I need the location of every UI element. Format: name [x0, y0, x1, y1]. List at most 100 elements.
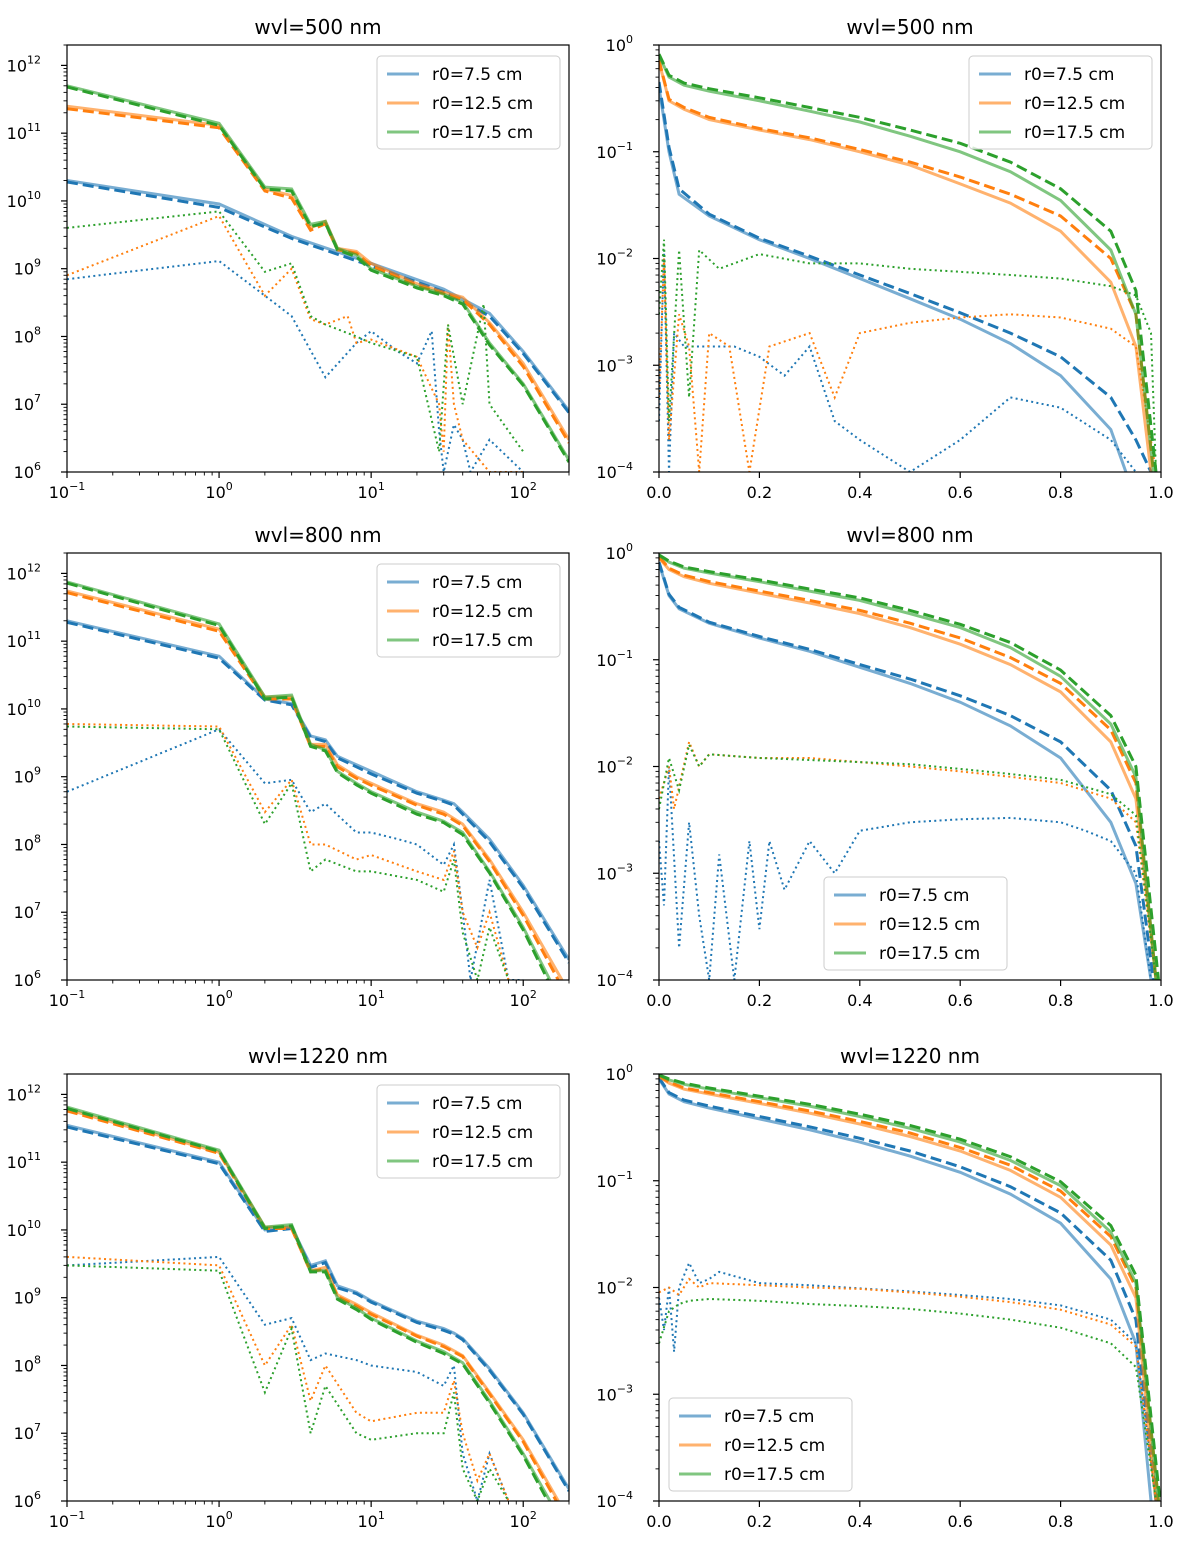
series-line-2 — [659, 81, 1153, 472]
legend-box — [823, 876, 1008, 971]
y-tick-exp: 12 — [27, 53, 41, 66]
y-tick-exp: −2 — [617, 755, 633, 768]
y-tick-label: 109 — [14, 765, 41, 787]
series-line-3 — [67, 728, 524, 980]
y-tick-label: 1010 — [7, 1218, 41, 1240]
x-tick-label: 0.2 — [747, 1512, 772, 1531]
y-tick-base: 10 — [596, 1279, 616, 1298]
y-tick-base: 10 — [14, 1356, 34, 1375]
x-tick-label: 1.0 — [1148, 1512, 1173, 1531]
y-tick-exp: 10 — [27, 1218, 41, 1231]
series-line-9 — [67, 725, 510, 980]
legend-label: r0=17.5 cm — [432, 631, 533, 651]
y-tick-base: 10 — [7, 1221, 27, 1240]
x-tick-label: 0.0 — [646, 483, 671, 502]
series-group — [67, 84, 569, 472]
y-tick-base: 10 — [596, 143, 616, 162]
y-tick-label: 106 — [14, 460, 41, 482]
y-tick-base: 10 — [14, 835, 34, 854]
series-line-3 — [659, 1260, 1157, 1501]
series-line-5 — [659, 1074, 1160, 1501]
x-tick-label: 0.4 — [847, 1512, 872, 1531]
series-line-6 — [67, 723, 510, 980]
y-tick-exp: 8 — [34, 324, 41, 337]
legend-box — [668, 1397, 853, 1492]
series-line-9 — [659, 741, 1157, 980]
y-tick-exp: 8 — [34, 1353, 41, 1366]
y-tick-exp: −3 — [617, 353, 633, 366]
x-tick-label: 0.6 — [947, 1512, 972, 1531]
x-tick-exp: −1 — [69, 988, 85, 1001]
y-tick-exp: −2 — [617, 1276, 633, 1289]
legend: r0=7.5 cm r0=12.5 cm r0=17.5 cm — [376, 1084, 561, 1179]
y-tick-exp: 10 — [27, 189, 41, 202]
legend-box — [968, 55, 1153, 150]
y-tick-label: 109 — [14, 1286, 41, 1308]
y-tick-label: 108 — [14, 1353, 41, 1375]
legend-label: r0=17.5 cm — [1024, 123, 1125, 143]
series-line-2 — [67, 180, 569, 414]
legend-label: r0=12.5 cm — [432, 602, 533, 622]
y-tick-label: 1012 — [7, 53, 41, 75]
legend-label: r0=7.5 cm — [1024, 65, 1114, 85]
chart-title: wvl=1220 nm — [840, 1044, 980, 1068]
x-tick-exp: −1 — [69, 480, 85, 493]
x-tick-base: 10 — [357, 991, 377, 1010]
y-tick-exp: 0 — [626, 1062, 633, 1075]
x-tick-label: 1.0 — [1148, 483, 1173, 502]
y-tick-exp: 9 — [34, 765, 41, 778]
series-line-5 — [659, 555, 1158, 980]
y-tick-exp: −2 — [617, 247, 633, 260]
y-tick-base: 10 — [14, 971, 34, 990]
subplot-2: wvl=500 nm0.0 0.2 0.4 0.6 0.8 1.010−410−310−2… — [596, 15, 1173, 502]
series-line-2 — [659, 561, 1155, 980]
series-group — [659, 553, 1160, 980]
x-tick-exp: 0 — [226, 988, 233, 1001]
y-tick-label: 1011 — [7, 1150, 41, 1172]
y-tick-base: 10 — [14, 768, 34, 787]
series-line-2 — [659, 1077, 1158, 1501]
y-tick-exp: 11 — [27, 629, 41, 642]
legend-label: r0=7.5 cm — [432, 573, 522, 593]
axes-frame — [66, 552, 570, 981]
y-tick-base: 10 — [596, 463, 616, 482]
legend-label: r0=12.5 cm — [432, 94, 533, 114]
y-tick-exp: 0 — [626, 33, 633, 46]
y-tick-base: 10 — [7, 1085, 27, 1104]
series-line-1 — [659, 1078, 1153, 1501]
legend-label: r0=12.5 cm — [879, 915, 980, 935]
y-tick-base: 10 — [596, 250, 616, 269]
x-tick-exp: 1 — [378, 988, 385, 1001]
y-tick-exp: 7 — [34, 392, 41, 405]
x-tick-base: 10 — [205, 1512, 225, 1531]
x-tick-label: 10−1 — [49, 988, 86, 1010]
series-line-1 — [67, 179, 569, 412]
series-line-5 — [67, 107, 569, 444]
series-line-6 — [67, 1255, 510, 1501]
x-tick-label: 101 — [357, 480, 384, 502]
y-tick-label: 10−2 — [596, 755, 633, 777]
y-tick-base: 10 — [596, 651, 616, 670]
x-tick-exp: 2 — [530, 1509, 537, 1522]
x-tick-exp: 0 — [226, 1509, 233, 1522]
y-tick-base: 10 — [596, 758, 616, 777]
y-tick-base: 10 — [606, 36, 626, 55]
y-tick-label: 1012 — [7, 561, 41, 583]
series-line-9 — [67, 1264, 510, 1501]
series-line-7 — [659, 1074, 1160, 1501]
y-tick-base: 10 — [14, 1492, 34, 1511]
series-line-2 — [67, 620, 569, 964]
series-line-8 — [659, 1074, 1161, 1501]
legend: r0=7.5 cm r0=12.5 cm r0=17.5 cm — [823, 876, 1008, 971]
y-tick-exp: 12 — [27, 561, 41, 574]
y-tick-base: 10 — [7, 124, 27, 143]
y-tick-exp: 6 — [34, 968, 41, 981]
y-tick-base: 10 — [596, 356, 616, 375]
y-tick-label: 10−1 — [596, 1169, 633, 1191]
y-tick-label: 109 — [14, 257, 41, 279]
y-tick-exp: 9 — [34, 257, 41, 270]
x-tick-label: 102 — [510, 1509, 537, 1531]
series-line-6 — [659, 1277, 1157, 1501]
